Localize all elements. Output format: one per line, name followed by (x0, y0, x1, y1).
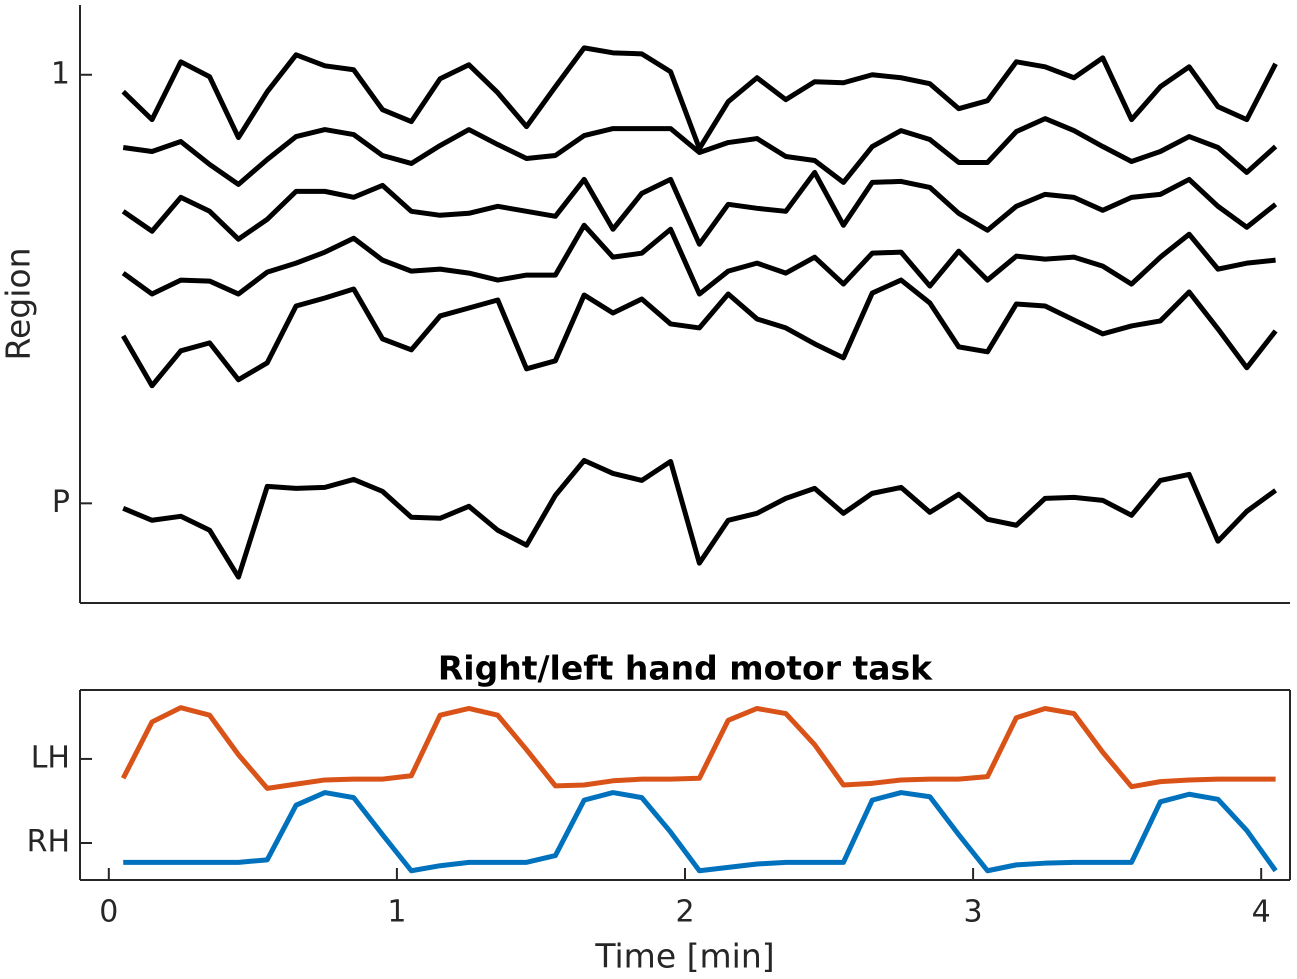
x-tick-label: 2 (675, 895, 694, 930)
line-series (121, 277, 1278, 389)
line-series (121, 222, 1276, 297)
x-tick-label: 4 (1252, 895, 1271, 930)
x-tick-label: 3 (964, 895, 983, 930)
y-tick-label: LH (31, 740, 70, 775)
y-tick-label: 1 (51, 56, 70, 91)
line-series (121, 169, 1278, 247)
y-tick-label: P (52, 485, 70, 520)
line-series (121, 45, 1278, 152)
line-series (122, 116, 1278, 187)
x-tick-label: 0 (99, 895, 118, 930)
line-series (122, 457, 1278, 580)
y-axis-label: Region (0, 248, 38, 361)
chart-title: Right/left hand motor task (438, 649, 933, 688)
line-series (120, 705, 1276, 791)
y-tick-label: RH (27, 825, 70, 860)
line-series (123, 790, 1278, 874)
x-axis-label: Time [min] (594, 937, 774, 976)
x-tick-label: 1 (387, 895, 406, 930)
